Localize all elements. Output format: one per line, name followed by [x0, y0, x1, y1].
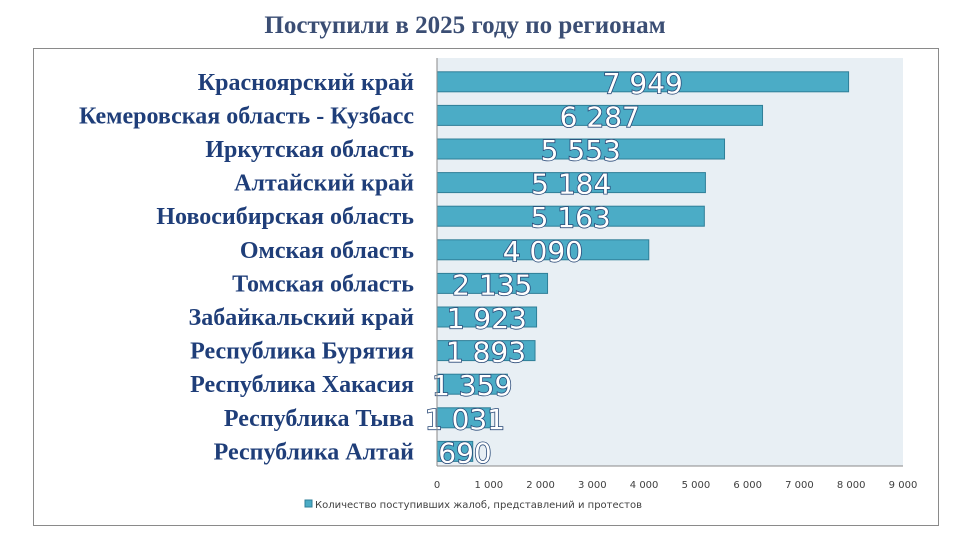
- category-label: Кемеровская область - Кузбасс: [79, 103, 414, 129]
- x-tick-label: 8 000: [837, 480, 866, 491]
- value-label: 5 184: [531, 168, 611, 201]
- category-label: Красноярский край: [198, 70, 414, 96]
- plot-area: [437, 58, 903, 466]
- value-label: 1 359: [432, 369, 512, 402]
- value-label: 5 553: [541, 134, 621, 167]
- x-tick-label: 2 000: [526, 480, 555, 491]
- category-label: Новосибирская область: [156, 204, 414, 230]
- category-label: Республика Хакасия: [190, 372, 414, 398]
- category-label: Республика Алтай: [214, 439, 414, 465]
- value-label: 5 163: [531, 201, 611, 234]
- category-label: Алтайский край: [234, 171, 414, 197]
- category-label: Забайкальский край: [189, 305, 415, 331]
- value-label: 4 090: [503, 235, 583, 268]
- x-tick-label: 7 000: [785, 480, 814, 491]
- chart-title: Поступили в 2025 году по регионам: [264, 12, 666, 39]
- value-label: 690: [438, 436, 491, 469]
- x-tick-label: 0: [434, 480, 440, 491]
- value-label: 6 287: [560, 100, 640, 133]
- x-tick-label: 4 000: [630, 480, 659, 491]
- category-label: Республика Тыва: [224, 406, 414, 432]
- value-label: 7 949: [603, 67, 683, 100]
- category-label: Республика Бурятия: [190, 339, 414, 365]
- x-tick-label: 6 000: [733, 480, 762, 491]
- category-label: Томская область: [232, 271, 414, 297]
- category-label: Омская область: [240, 238, 414, 264]
- category-label: Иркутская область: [205, 137, 414, 163]
- legend-swatch: [304, 499, 313, 508]
- value-label: 2 135: [452, 268, 532, 301]
- value-label: 1 923: [447, 302, 527, 335]
- chart-frame: [33, 48, 939, 526]
- x-tick-label: 3 000: [578, 480, 607, 491]
- x-tick-label: 5 000: [682, 480, 711, 491]
- x-tick-label: 9 000: [889, 480, 918, 491]
- legend-label: Количество поступивших жалоб, представле…: [315, 500, 642, 511]
- value-label: 1 893: [446, 336, 526, 369]
- value-label: 1 031: [425, 403, 505, 436]
- x-tick-label: 1 000: [474, 480, 503, 491]
